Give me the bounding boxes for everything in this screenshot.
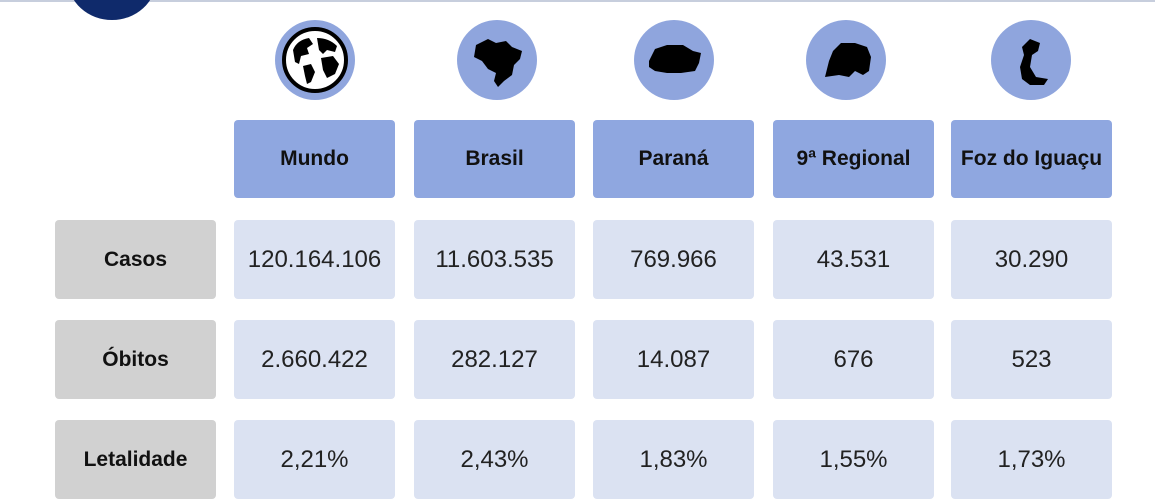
- value-text: 769.966: [630, 245, 717, 273]
- value-text: 282.127: [451, 345, 538, 373]
- value-text: 43.531: [816, 245, 891, 273]
- value-obitos-parana: 14.087: [593, 320, 754, 399]
- value-casos-mundo: 120.164.106: [234, 220, 395, 299]
- column-header-label: Brasil: [465, 147, 524, 170]
- value-text: 523: [1011, 345, 1052, 373]
- foz-do-iguacu-map-icon: [991, 20, 1071, 100]
- value-letalidade-parana: 1,83%: [593, 420, 754, 499]
- column-header-label: Mundo: [280, 147, 349, 170]
- value-text: 14.087: [636, 345, 711, 373]
- column-header-foz-do-iguacu: Foz do Iguaçu: [951, 120, 1112, 198]
- value-obitos-9-regional: 676: [773, 320, 934, 399]
- value-text: 1,83%: [639, 445, 708, 473]
- value-obitos-mundo: 2.660.422: [234, 320, 395, 399]
- top-divider: [0, 0, 1155, 2]
- value-text: 676: [833, 345, 874, 373]
- value-obitos-foz-do-iguacu: 523: [951, 320, 1112, 399]
- value-text: 2,43%: [460, 445, 529, 473]
- value-letalidade-9-regional: 1,55%: [773, 420, 934, 499]
- logo-badge: [68, 0, 156, 20]
- row-label: Óbitos: [102, 347, 169, 371]
- value-letalidade-brasil: 2,43%: [414, 420, 575, 499]
- globe-icon: [275, 20, 355, 100]
- value-obitos-brasil: 282.127: [414, 320, 575, 399]
- value-text: 2.660.422: [261, 345, 368, 373]
- value-text: 30.290: [994, 245, 1069, 273]
- regional-map-icon: [806, 20, 886, 100]
- row-label-obitos: Óbitos: [55, 320, 216, 399]
- value-text: 1,73%: [997, 445, 1066, 473]
- value-casos-9-regional: 43.531: [773, 220, 934, 299]
- value-casos-brasil: 11.603.535: [414, 220, 575, 299]
- column-header-brasil: Brasil: [414, 120, 575, 198]
- row-label: Letalidade: [83, 447, 188, 471]
- column-header-label: Foz do Iguaçu: [960, 147, 1103, 170]
- row-label: Casos: [103, 247, 168, 271]
- brazil-map-icon: [457, 20, 537, 100]
- row-label-casos: Casos: [55, 220, 216, 299]
- value-letalidade-mundo: 2,21%: [234, 420, 395, 499]
- column-header-mundo: Mundo: [234, 120, 395, 198]
- value-text: 120.164.106: [247, 245, 382, 273]
- value-text: 1,55%: [819, 445, 888, 473]
- column-header-9-regional: 9ª Regional: [773, 120, 934, 198]
- value-casos-foz-do-iguacu: 30.290: [951, 220, 1112, 299]
- parana-map-icon: [634, 20, 714, 100]
- value-text: 11.603.535: [435, 245, 554, 273]
- value-letalidade-foz-do-iguacu: 1,73%: [951, 420, 1112, 499]
- value-casos-parana: 769.966: [593, 220, 754, 299]
- value-text: 2,21%: [280, 445, 349, 473]
- column-header-parana: Paraná: [593, 120, 754, 198]
- row-label-letalidade: Letalidade: [55, 420, 216, 499]
- column-header-label: 9ª Regional: [796, 147, 911, 170]
- column-header-label: Paraná: [638, 147, 709, 170]
